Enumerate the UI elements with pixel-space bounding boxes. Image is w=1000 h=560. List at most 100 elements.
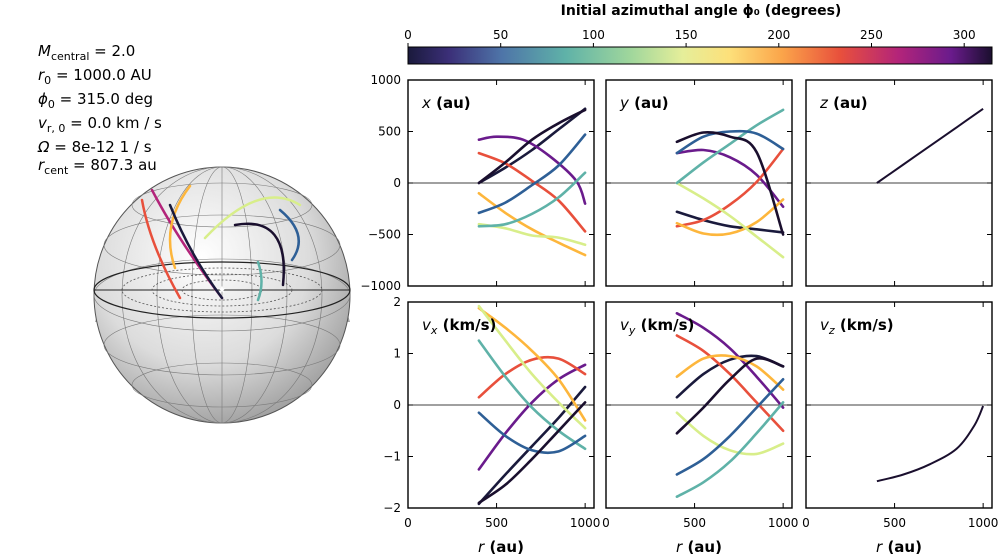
panel-label-unit: (au) [828,94,868,112]
panel-vy-lines [606,312,792,498]
param-value: = 807.3 au [68,156,157,174]
series-line-phi315 [477,401,587,505]
series-line-phi225 [675,108,785,185]
series-line-phi135 [477,306,587,422]
series-line-phi45 [477,135,587,205]
param-symbol: Ω [38,138,50,156]
param-line: Ω = 8e-12 1 / s [38,138,162,156]
x-tick-label: 0 [602,516,610,530]
series-line-phi315 [477,108,587,185]
param-subscript: 0 [47,98,55,111]
panel-label-symbol: v [820,316,830,334]
series-line-phi45 [675,148,785,208]
param-value: = 0.0 km / s [65,114,162,132]
panel-z-lines [806,107,992,184]
series-line-phi180 [477,304,587,430]
series-line-phi0 [675,210,785,234]
series-line-phi270 [477,133,587,215]
panel-y-lines [606,108,792,259]
param-value: = 8e-12 1 / s [49,138,152,156]
x-axis-label: r (au) [876,538,922,556]
x-tick-label: 1000 [768,516,799,530]
panel-vx: −2 −1 0 1 2 0 500 1000 vx (km/s) r (au) [383,295,600,556]
panel-vy: 0 500 1000 vy (km/s) r (au) [602,301,799,556]
panel-label: vx (km/s) [422,316,496,337]
series-line-phi225 [675,401,785,498]
panel-label-symbol: x [421,94,431,112]
series-line-phi270 [477,411,587,455]
series-line-phi225 [477,171,587,228]
y-tick-label: 0 [393,176,401,190]
colorbar-title: Initial azimuthal angle ϕ₀ (degrees) [561,3,842,19]
param-symbol: r [38,66,45,84]
series-line-phi315 [675,131,785,236]
param-value: = 2.0 [89,42,136,60]
y-tick-label: −2 [383,501,401,515]
series-line-phi135 [675,354,785,391]
x-tick-label: 0 [802,516,810,530]
param-subscript: cent [44,164,69,177]
param-symbol: ϕ [38,90,48,108]
series-line-phi270 [675,378,785,476]
colorbar-tick-label: 200 [767,28,790,42]
series-line-phi90 [675,334,785,433]
panel-label-unit: (au) [629,94,669,112]
panel-label: y (au) [619,94,669,112]
colorbar-tick-label: 50 [493,28,508,42]
param-line: vr, 0 = 0.0 km / s [38,114,162,138]
panel-label-symbol: z [819,94,829,112]
series-line-phi90 [477,151,587,233]
panel-label: x (au) [421,94,471,112]
param-line: ϕ0 = 315.0 deg [38,90,162,114]
colorbar-tick-label: 250 [860,28,883,42]
y-tick-label: −500 [368,228,401,242]
panel-label-unit: (km/s) [835,316,894,334]
param-subscript: central [50,50,90,63]
panel-label-unit: (km/s) [635,316,694,334]
series-line-phi45 [477,363,587,471]
series-line-phi180 [675,411,785,456]
colorbar-tick-label: 100 [582,28,605,42]
x-axis-label: r (au) [676,538,722,556]
param-subscript: r, 0 [46,122,66,135]
param-symbol: M [38,42,51,60]
panel-label-subscript: x [430,324,438,337]
x-axis-label: r (au) [478,538,524,556]
panel-label: vy (km/s) [620,316,694,337]
param-line: Mcentral = 2.0 [38,42,162,66]
sphere-trajectories [140,184,302,302]
panel-x: −1000 −500 0 500 1000 x (au) [360,73,595,293]
series-line-phi270 [675,129,785,155]
series-line-phi90 [477,355,587,399]
series-line-phi135 [675,198,785,237]
colorbar: Initial azimuthal angle ϕ₀ (degrees) 0 50… [404,3,993,65]
colorbar-tick-label: 0 [404,28,412,42]
panel-x-lines [408,107,594,257]
y-tick-label: −1000 [360,279,401,293]
series-line-phi315 [675,356,785,435]
x-tick-label: 1000 [968,516,999,530]
x-tick-label: 500 [683,516,706,530]
panel-label: vz (km/s) [820,316,894,337]
series-line [876,107,984,184]
panel-label: z (au) [819,94,868,112]
panel-label-unit: (km/s) [437,316,496,334]
parameter-list: Mcentral = 2.0 r0 = 1000.0 AU ϕ0 = 315.0 d… [38,42,162,180]
colorbar-tick-label: 150 [675,28,698,42]
series-line [876,405,985,483]
panel-label-symbol: v [422,316,432,334]
series-line-phi225 [477,339,587,451]
sphere-plot: ★ [93,166,351,424]
y-tick-label: 0 [393,398,401,412]
y-tick-label: 1000 [370,73,401,87]
panel-vz: 0 500 1000 vz (km/s) r (au) [802,301,999,556]
panel-label-unit: (au) [431,94,471,112]
series-line-phi45 [675,312,785,409]
panel-vx-lines [408,304,594,506]
param-value: = 315.0 deg [54,90,153,108]
x-tick-label: 500 [883,516,906,530]
param-subscript: 0 [44,74,52,87]
panel-y: y (au) [605,79,793,287]
x-tick-label: 0 [404,516,412,530]
